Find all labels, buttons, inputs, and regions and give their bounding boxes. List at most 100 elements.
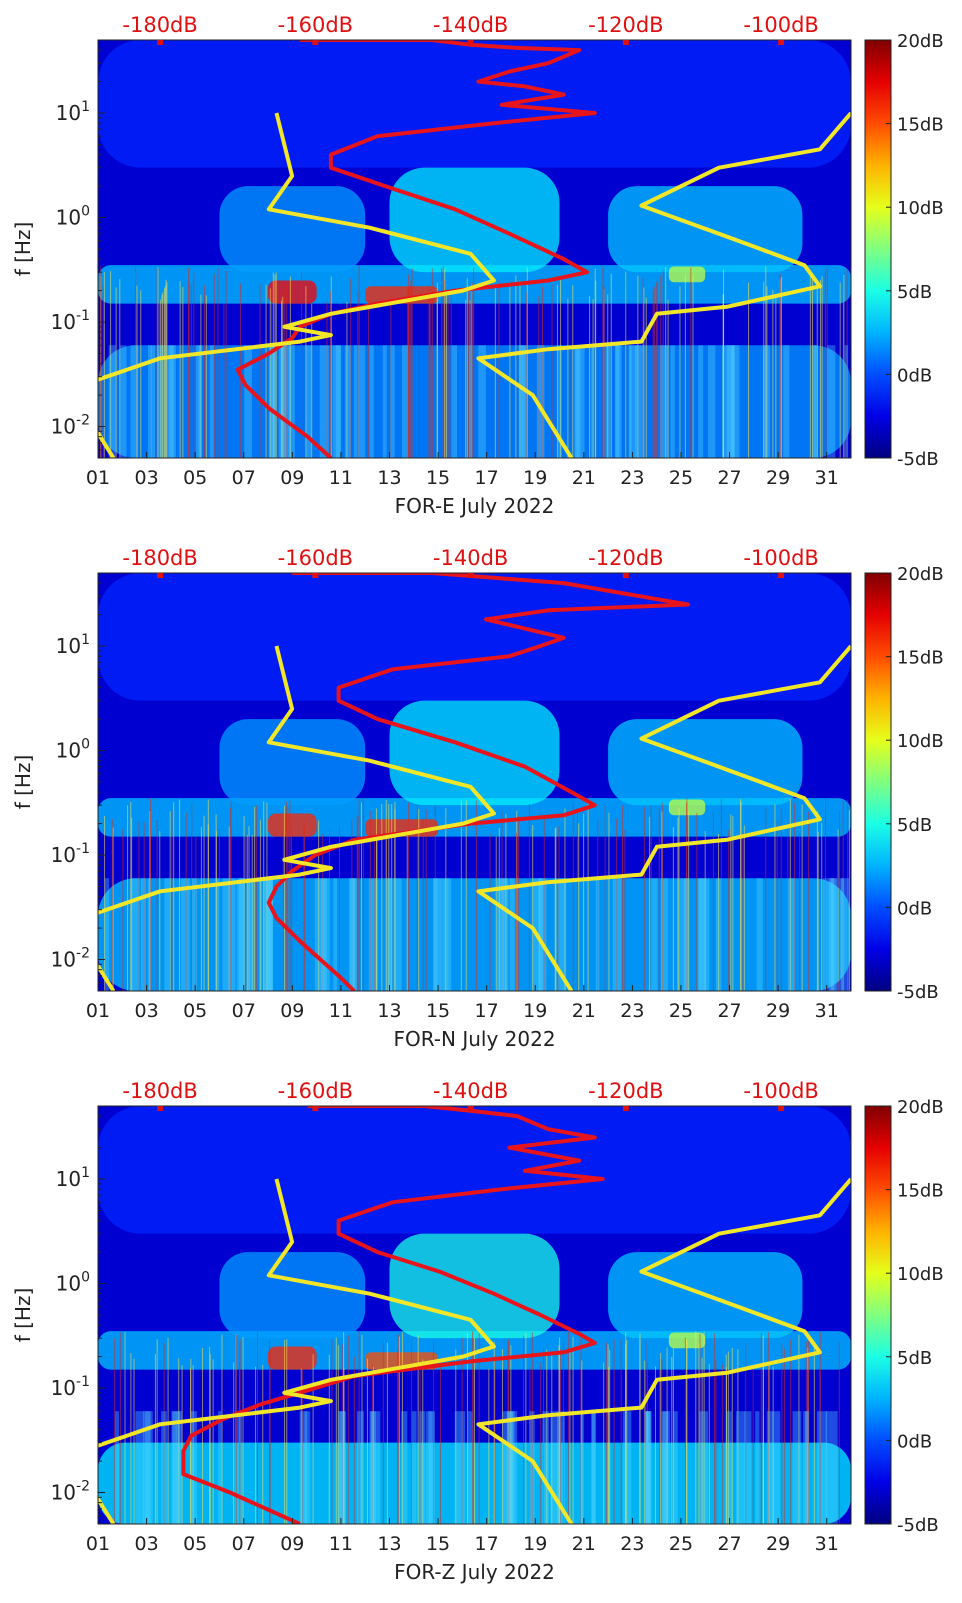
noise-model-curve — [476, 644, 851, 991]
x-tick-label: 25 — [669, 1533, 693, 1555]
energy-band — [219, 1252, 366, 1339]
colorbar — [864, 572, 892, 992]
low-freq-column — [332, 345, 342, 458]
low-freq-column — [591, 1411, 596, 1524]
x-tick-label: 31 — [815, 1533, 839, 1555]
low-freq-column — [161, 1411, 167, 1524]
low-freq-column — [813, 345, 817, 458]
low-freq-column — [390, 345, 395, 458]
low-freq-column — [270, 345, 275, 458]
x-tick-label: 29 — [766, 1000, 790, 1022]
colorbar-tick-label: -5dB — [897, 449, 939, 470]
low-freq-column — [370, 1411, 376, 1524]
low-freq-column — [172, 1411, 177, 1524]
y-tick-label: 10-2 — [51, 1479, 90, 1505]
x-tick-label: 27 — [717, 467, 741, 489]
low-freq-column — [698, 878, 706, 991]
low-freq-column — [755, 1411, 760, 1524]
low-freq-column — [460, 1411, 466, 1524]
low-freq-column — [575, 345, 581, 458]
top-db-tick-label: -180dB — [122, 1079, 197, 1103]
low-freq-column — [839, 878, 845, 991]
low-freq-column — [645, 1411, 652, 1524]
x-tick-label: 15 — [426, 467, 450, 489]
low-freq-column — [382, 345, 387, 458]
low-freq-column — [467, 1411, 473, 1524]
top-db-tick-mark — [312, 573, 319, 578]
x-axis-label: FOR-E July 2022 — [395, 494, 555, 518]
top-db-tick-mark — [467, 1106, 474, 1111]
low-freq-column — [142, 1411, 151, 1524]
top-db-tick-mark — [157, 573, 164, 578]
low-freq-column — [104, 878, 110, 991]
low-freq-column — [438, 878, 442, 991]
low-freq-column — [401, 1411, 408, 1524]
low-freq-column — [629, 345, 637, 458]
top-db-tick-mark — [312, 1106, 319, 1111]
low-freq-column — [339, 1411, 346, 1524]
spectrogram-panel-north: 01 03 05 07 09 11 13 15 17 19 21 23 25 27 29 31 FOR-N Ju… — [0, 533, 962, 1066]
low-freq-column — [169, 345, 176, 458]
x-tick-label: 15 — [426, 1533, 450, 1555]
low-freq-column — [176, 1411, 182, 1524]
x-tick-label: 03 — [134, 1000, 158, 1022]
colorbar-tick-label: 20dB — [897, 1097, 944, 1118]
low-freq-column — [615, 345, 622, 458]
low-freq-column — [536, 345, 545, 458]
low-freq-column — [558, 878, 567, 991]
low-freq-column — [756, 878, 763, 991]
x-tick-label: 03 — [134, 1533, 158, 1555]
low-freq-column — [615, 345, 620, 458]
top-db-tick-label: -180dB — [122, 13, 197, 37]
x-tick-label: 19 — [523, 467, 547, 489]
top-db-tick-label: -140dB — [433, 13, 508, 37]
low-freq-column — [744, 1411, 752, 1524]
x-tick-label: 21 — [572, 467, 596, 489]
x-tick-label: 29 — [766, 1533, 790, 1555]
top-db-tick-mark — [467, 40, 474, 45]
low-freq-column — [792, 1411, 802, 1524]
low-freq-column — [605, 345, 611, 458]
x-axis-label: FOR-Z July 2022 — [394, 1560, 555, 1584]
low-freq-column — [393, 878, 402, 991]
low-freq-column — [827, 345, 836, 458]
low-freq-column — [772, 1411, 781, 1524]
low-freq-column — [829, 878, 834, 991]
x-tick-label: 07 — [232, 467, 256, 489]
low-freq-column — [244, 345, 252, 458]
colorbar-tick-label: -5dB — [897, 1515, 939, 1536]
low-freq-column — [411, 1411, 417, 1524]
low-freq-column — [144, 1411, 153, 1524]
colorbar-tick-label: 20dB — [897, 31, 944, 52]
low-freq-column — [288, 345, 295, 458]
x-tick-label: 23 — [620, 1000, 644, 1022]
low-freq-column — [268, 345, 276, 458]
psd-median-curve — [266, 573, 690, 991]
x-tick-label: 31 — [815, 1000, 839, 1022]
y-axis-label: f [Hz] — [11, 755, 35, 810]
x-tick-label: 15 — [426, 1000, 450, 1022]
low-freq-column — [269, 878, 273, 991]
low-freq-column — [500, 878, 509, 991]
y-tick-label: 101 — [56, 1165, 90, 1191]
low-freq-column — [369, 345, 374, 458]
low-freq-column — [509, 878, 515, 991]
low-freq-column — [357, 345, 366, 458]
low-freq-column — [538, 878, 547, 991]
low-freq-column — [558, 345, 562, 458]
x-tick-label: 17 — [475, 1000, 499, 1022]
low-freq-column — [822, 878, 830, 991]
low-freq-column — [812, 345, 818, 458]
top-db-tick-label: -160dB — [278, 1079, 353, 1103]
low-freq-column — [650, 878, 658, 991]
low-freq-column — [344, 345, 351, 458]
x-tick-label: 23 — [620, 1533, 644, 1555]
top-db-tick-label: -120dB — [588, 13, 663, 37]
low-freq-column — [803, 1411, 808, 1524]
low-freq-column — [444, 878, 449, 991]
y-tick-label: 100 — [56, 1270, 90, 1296]
low-freq-column — [239, 878, 246, 991]
low-freq-column — [736, 1411, 745, 1524]
energy-band — [98, 878, 851, 991]
low-freq-column — [388, 878, 393, 991]
